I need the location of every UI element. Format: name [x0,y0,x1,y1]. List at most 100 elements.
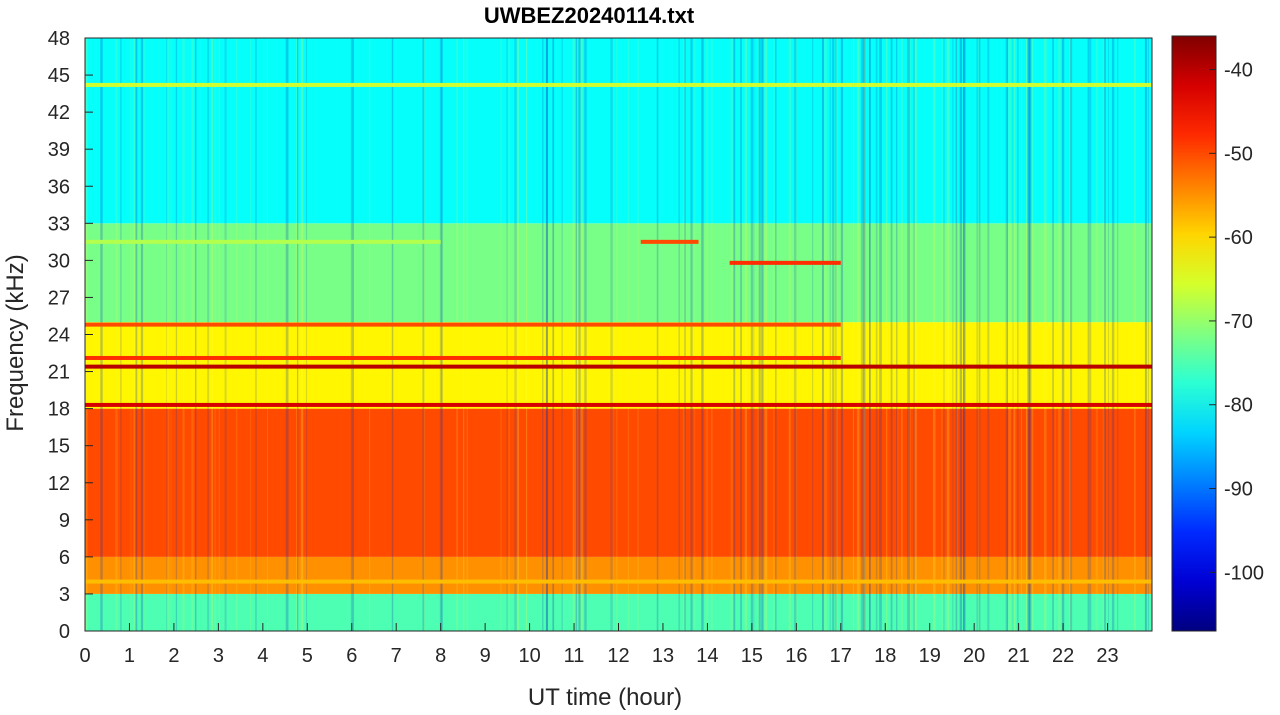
texture-streak [545,38,548,631]
texture-streak [526,38,528,631]
texture-streak [733,38,736,631]
texture-streak [694,38,696,631]
texture-streak [508,38,510,631]
texture-streak [753,38,755,631]
texture-streak [764,38,768,631]
texture-streak [705,38,709,631]
texture-streak [1134,38,1136,631]
texture-streak [775,38,777,631]
texture-streak [1012,38,1014,631]
narrowband-line-7 [85,82,1152,87]
texture-streak [896,38,898,631]
texture-streak [956,38,958,631]
texture-streak [946,38,950,631]
texture-streak [1104,38,1106,631]
texture-streak [941,38,943,631]
texture-streak [979,38,981,631]
texture-streak [863,38,866,631]
y-tick-label: 3 [59,584,70,606]
texture-streak [120,38,122,631]
texture-streak [1028,38,1032,631]
texture-streak [167,38,170,631]
texture-streak [133,38,136,631]
texture-streak [195,38,197,631]
x-tick-label: 22 [1052,645,1074,667]
texture-streak [191,38,194,631]
y-tick-label: 27 [48,287,70,309]
texture-streak [730,38,734,631]
colorbar-tick-label: -40 [1224,60,1253,82]
x-tick-label: 21 [1008,645,1030,667]
x-tick-label: 13 [652,645,674,667]
texture-streak [684,38,686,631]
y-tick-label: 36 [48,176,70,198]
texture-streak [285,38,289,631]
texture-streak [959,38,963,631]
texture-streak [1102,38,1104,631]
chart-title: UWBEZ20240114.txt [484,3,695,28]
texture-streak [1111,38,1115,631]
texture-streak [821,38,824,631]
texture-streak [255,38,257,631]
x-tick-label: 18 [874,645,896,667]
texture-streak [296,38,298,631]
colorbar [1171,35,1217,632]
texture-streak [1026,38,1028,631]
texture-streak [1021,38,1023,631]
texture-streak [1144,38,1146,631]
texture-streak [656,38,659,631]
texture-streak [829,38,831,631]
texture-streak [140,38,144,631]
texture-streak [690,38,693,631]
texture-streak [869,38,871,631]
texture-streak [955,38,958,631]
narrowband-line-0 [85,402,1152,407]
narrowband-line-5 [729,260,841,265]
texture-streak [542,38,544,631]
texture-streak [1117,38,1119,631]
texture-streak [860,38,864,631]
texture-streak [962,38,966,631]
x-tick-label: 19 [919,645,941,667]
y-tick-label: 30 [48,250,70,272]
x-tick-label: 20 [963,645,985,667]
narrowband-line-6 [640,239,699,244]
y-tick-label: 12 [48,473,70,495]
x-tick-label: 0 [79,645,90,667]
x-tick-label: 1 [124,645,135,667]
texture-streak [832,38,834,631]
texture-streak [211,38,213,631]
texture-streak [852,38,854,631]
texture-streak [610,38,613,631]
texture-streak [296,38,299,631]
texture-streak [1088,38,1092,631]
texture-streak [1095,38,1098,631]
texture-streak [822,38,824,631]
y-tick-label: 45 [48,65,70,87]
texture-streak [466,38,468,631]
x-tick-label: 16 [785,645,807,667]
texture-streak [711,38,713,631]
y-tick-label: 24 [48,325,70,347]
x-axis-label: UT time (hour) [528,684,682,711]
texture-streak [1013,38,1016,631]
x-tick-label: 10 [518,645,540,667]
y-axis-label: Frequency (kHz) [2,254,29,431]
texture-streak [907,38,910,631]
texture-streak [897,38,899,631]
texture-streak [856,38,859,631]
texture-streak [182,38,185,631]
texture-streak [423,38,425,631]
colorbar-tick-label: -100 [1224,562,1264,584]
colorbar-tick-label: -90 [1224,479,1253,501]
x-tick-label: 23 [1096,645,1118,667]
texture-streak [214,38,216,631]
texture-streak [166,38,167,631]
texture-streak [115,38,118,631]
texture-streak [1017,38,1019,631]
texture-streak [773,38,775,631]
texture-streak [546,38,549,631]
texture-streak [908,38,911,631]
texture-streak [840,38,844,631]
texture-streak [761,38,764,631]
